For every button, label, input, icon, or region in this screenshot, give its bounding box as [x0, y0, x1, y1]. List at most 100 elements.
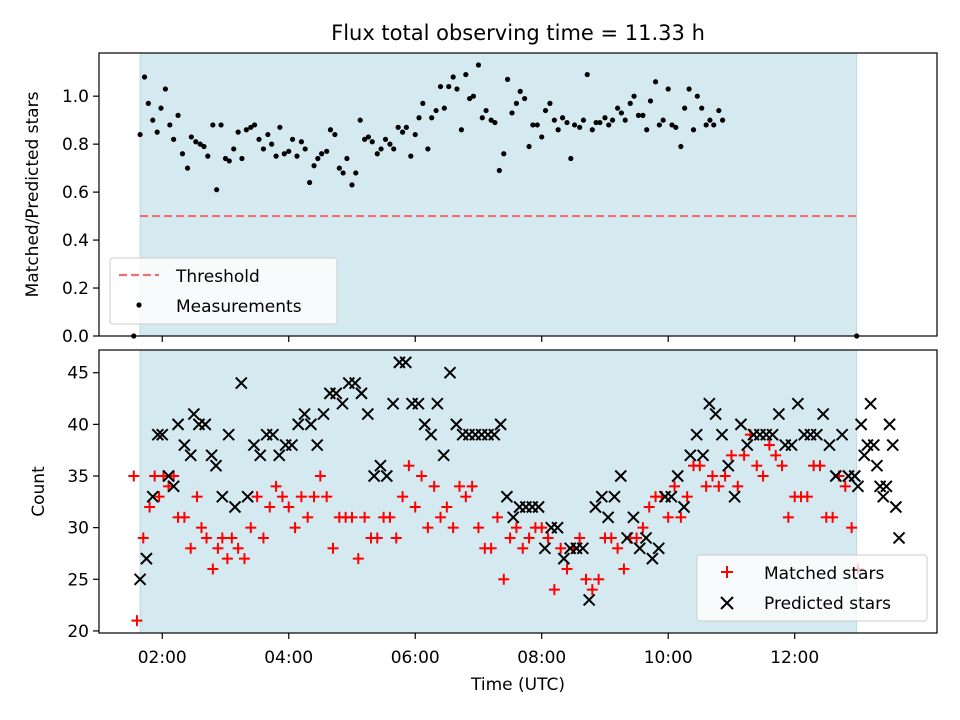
- measurement-point: [539, 134, 545, 140]
- predicted-star-stroke: [216, 490, 229, 503]
- predicted-star-point: [140, 552, 153, 565]
- measurement-point: [205, 153, 211, 159]
- predicted-star-point: [886, 438, 899, 452]
- predicted-star-stroke: [156, 428, 169, 441]
- measurement-point: [231, 146, 237, 152]
- matched-star-point: [390, 532, 402, 544]
- predicted-star-point: [292, 418, 305, 431]
- top-y-axis-label: Matched/Predicted stars: [23, 91, 43, 297]
- matched-star-point: [207, 563, 219, 575]
- measurement-point: [470, 93, 477, 99]
- matched-star-point: [681, 491, 693, 503]
- predicted-star-point: [791, 397, 805, 410]
- measurement-point: [602, 115, 608, 121]
- top-y-tick-label: 0.6: [62, 183, 89, 203]
- predicted-star-point: [273, 449, 286, 462]
- top-y-tick-label: 0.4: [62, 231, 89, 251]
- measurement-point: [622, 117, 628, 123]
- predicted-star-point: [367, 469, 381, 483]
- predicted-star-stroke: [355, 387, 368, 400]
- predicted-star-point: [488, 428, 501, 441]
- bottom-x-tick-label: 12:00: [770, 648, 819, 668]
- predicted-star-stroke: [646, 552, 659, 565]
- measurement-point: [349, 182, 355, 188]
- top-y-tick-label: 0.0: [62, 327, 89, 347]
- measurement-point: [458, 127, 464, 133]
- matched-star-point: [295, 491, 307, 503]
- predicted-star-point: [816, 407, 830, 421]
- predicted-star-stroke: [418, 418, 431, 431]
- predicted-star-stroke: [877, 490, 890, 503]
- predicted-star-point: [557, 552, 571, 565]
- predicted-star-point: [418, 418, 431, 431]
- top-y-tick-label: 0.8: [62, 135, 89, 155]
- bottom-legend: Matched stars Predicted stars: [696, 554, 928, 622]
- predicted-star-stroke: [273, 449, 286, 462]
- matched-star-point: [283, 501, 295, 513]
- predicted-star-stroke: [443, 366, 457, 379]
- predicted-star-stroke: [601, 511, 615, 524]
- predicted-star-stroke: [829, 469, 843, 483]
- predicted-star-stroke: [310, 438, 324, 452]
- predicted-star-stroke: [184, 449, 197, 462]
- predicted-star-stroke: [880, 480, 893, 493]
- chart-title: Flux total observing time = 11.33 h: [331, 21, 705, 45]
- predicted-star-point: [361, 407, 374, 421]
- measurement-point: [248, 124, 254, 130]
- measurement-point: [707, 117, 713, 123]
- matched-star-point: [618, 563, 630, 575]
- matched-star-point: [232, 542, 244, 554]
- measurement-point: [193, 139, 199, 145]
- measurement-point: [235, 129, 241, 135]
- predicted-star-point: [329, 387, 343, 400]
- predicted-star-point: [734, 418, 748, 431]
- predicted-star-stroke: [889, 500, 903, 514]
- predicted-star-stroke: [187, 407, 201, 421]
- measurement-point: [214, 187, 220, 193]
- measurement-point: [665, 86, 671, 92]
- measurement-point: [395, 124, 401, 130]
- predicted-star-point: [216, 490, 229, 503]
- measurement-point: [162, 86, 169, 92]
- predicted-star-point: [880, 480, 893, 493]
- predicted-star-stroke: [785, 438, 798, 452]
- matched-star-point: [631, 532, 643, 544]
- measurement-point: [564, 119, 570, 126]
- measurement-point: [690, 127, 697, 133]
- predicted-star-point: [355, 387, 368, 400]
- predicted-star-point: [494, 418, 507, 431]
- measurement-point: [408, 153, 414, 159]
- measurement-point: [496, 167, 502, 174]
- measurement-point: [513, 100, 520, 106]
- matched-star-point: [403, 460, 415, 472]
- measurement-point: [353, 170, 359, 176]
- predicted-star-point: [228, 500, 242, 514]
- predicted-star-point: [151, 428, 165, 441]
- predicted-star-point: [507, 511, 520, 524]
- measurement-point: [437, 83, 444, 90]
- measurement-point: [530, 122, 536, 128]
- measurement-point: [446, 83, 452, 90]
- predicted-star-point: [380, 469, 393, 483]
- bottom-panel: 20 25 30 35 40 45 02:00 04:00 06:00 08:00 10:00 12:…: [29, 349, 938, 695]
- measurement-point: [265, 131, 271, 138]
- predicted-star-point: [892, 531, 906, 545]
- predicted-star-point: [167, 480, 180, 493]
- predicted-star-point: [595, 490, 609, 503]
- predicted-star-stroke: [858, 449, 871, 462]
- predicted-star-stroke: [870, 459, 884, 472]
- predicted-star-point: [633, 542, 646, 555]
- predicted-star-stroke: [336, 397, 349, 410]
- matched-star-point: [491, 511, 503, 523]
- predicted-star-stroke: [589, 500, 602, 514]
- measurement-point: [703, 122, 709, 128]
- measurement-point: [467, 95, 473, 102]
- matched-star-point: [801, 491, 813, 503]
- matched-star-point: [542, 532, 554, 544]
- measurement-point: [441, 105, 447, 111]
- predicted-star-stroke: [386, 397, 400, 410]
- measurement-point: [197, 141, 203, 147]
- measurement-point: [141, 74, 148, 80]
- predicted-star-stroke: [867, 438, 880, 452]
- measurement-point: [315, 155, 321, 162]
